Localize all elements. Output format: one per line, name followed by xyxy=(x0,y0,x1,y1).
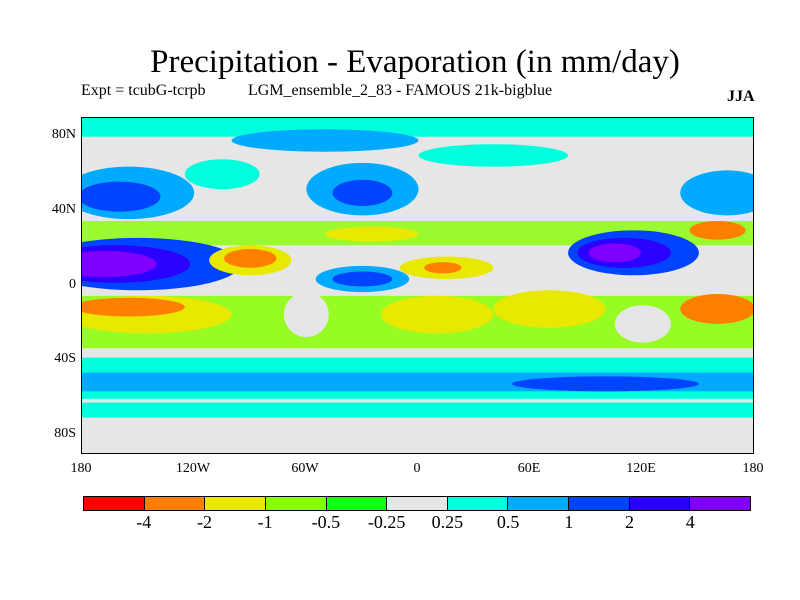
plot-title: Precipitation - Evaporation (in mm/day) xyxy=(150,44,680,80)
npac-orange xyxy=(689,220,746,240)
lat-tick: 0 xyxy=(69,277,76,292)
southern-ocean-core xyxy=(511,376,699,392)
samer-grey xyxy=(283,292,329,338)
lon-tick: 0 xyxy=(413,461,421,476)
wpac-purple xyxy=(588,243,641,263)
colorbar-label: 0.25 xyxy=(431,512,464,532)
itcz-pac-purple xyxy=(82,250,157,278)
lon-tick: 60W xyxy=(291,461,319,476)
colorbar-label: -1 xyxy=(257,512,273,532)
lon-tick: 60E xyxy=(517,461,541,476)
eurasia-cyan xyxy=(418,144,569,167)
colorbar-swatch xyxy=(326,497,388,510)
colorbar-label: -2 xyxy=(196,512,212,532)
arctic-blue xyxy=(231,129,419,152)
lat-tick: 80S xyxy=(54,426,76,441)
colorbar-label: 0.5 xyxy=(496,512,520,532)
experiment-label: Expt = tcubG-tcrpb xyxy=(81,82,206,99)
colorbar-swatch xyxy=(84,497,145,510)
lat-tick: 80N xyxy=(51,127,76,142)
lat-tick: 40S xyxy=(54,351,76,366)
colorbar-label: 1 xyxy=(564,512,574,532)
npac-storm-core xyxy=(82,181,161,212)
satl-yellow xyxy=(381,295,494,334)
colorbar xyxy=(83,496,751,511)
colorbar-label: 4 xyxy=(685,512,695,532)
colorbar-label: 2 xyxy=(625,512,635,532)
colorbar-swatch xyxy=(144,497,206,510)
lon-tick: 120E xyxy=(626,461,656,476)
natl-core xyxy=(332,179,393,206)
npac-west xyxy=(680,170,753,216)
australia-grey xyxy=(614,305,671,343)
colorbar-label: -0.5 xyxy=(311,512,341,532)
arctic-band xyxy=(82,118,753,137)
camer-orange xyxy=(224,249,277,268)
pme-field-map xyxy=(82,118,753,418)
sw-pac-orange xyxy=(680,293,753,324)
season-label: JJA xyxy=(727,88,755,105)
colorbar-swatch xyxy=(387,497,448,510)
colorbar-swatch xyxy=(629,497,691,510)
colorbar-swatch xyxy=(569,497,630,510)
lon-tick: 120W xyxy=(175,461,211,476)
colorbar-swatch xyxy=(205,497,266,510)
sahel-orange xyxy=(424,262,462,274)
natl-yellow xyxy=(325,226,419,242)
lon-tick: 180 xyxy=(742,461,764,476)
colorbar-swatch xyxy=(447,497,509,510)
colorbar-label: -0.25 xyxy=(367,512,406,532)
spac-orange xyxy=(82,297,185,317)
lon-tick: 180 xyxy=(70,461,92,476)
colorbar-swatch xyxy=(265,497,327,510)
map-panel xyxy=(81,117,754,454)
colorbar-label: -4 xyxy=(136,512,152,532)
sind-yellow xyxy=(493,290,606,328)
ensemble-label: LGM_ensemble_2_83 - FAMOUS 21k-bigblue xyxy=(248,82,553,99)
colorbar-swatch xyxy=(690,497,751,510)
antarctic-margin xyxy=(82,402,753,418)
namer-cyan xyxy=(184,159,260,190)
itcz-atl-core xyxy=(332,271,393,287)
lat-tick: 40N xyxy=(51,202,76,217)
colorbar-swatch xyxy=(508,497,570,510)
